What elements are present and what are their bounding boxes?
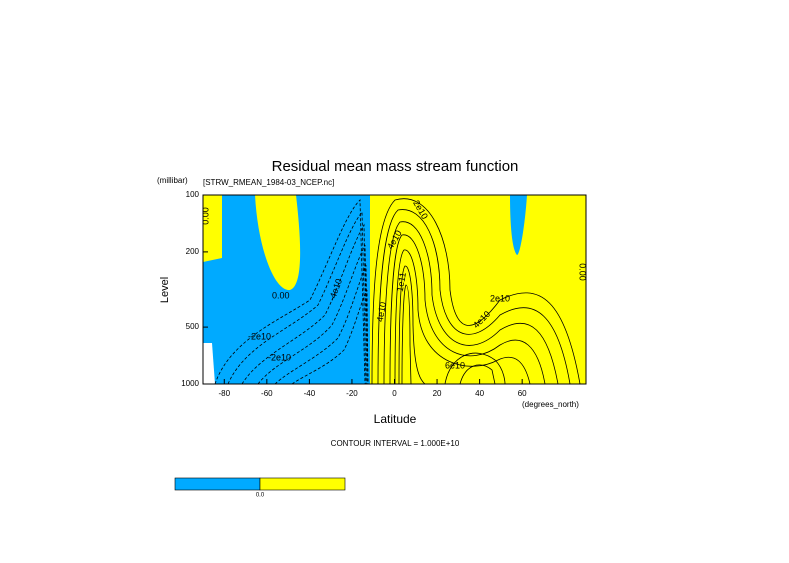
- contour-label: 0.00: [578, 263, 588, 281]
- fill-region: [203, 195, 370, 384]
- x-tick-label: 0: [392, 389, 397, 398]
- contours-negative: [214, 199, 369, 384]
- x-tick-label: -80: [218, 389, 230, 398]
- colorbar-label: 0.0: [256, 493, 265, 499]
- x-axis-title: Latitude: [374, 412, 417, 426]
- contour-label: 1e11: [395, 271, 408, 292]
- chart-title: Residual mean mass stream function: [272, 158, 519, 175]
- x-tick-label: 60: [518, 389, 527, 398]
- plot-area: 0.00 -2e10 -2e10 -4e10 2e10 4e10 1e11 4e…: [200, 195, 588, 384]
- missing-region: [203, 343, 215, 384]
- contour-label: -2e10: [268, 352, 291, 362]
- contour-label: 2e10: [490, 293, 510, 303]
- contour-label: 0.00: [272, 290, 290, 300]
- y-unit: (millibar): [157, 176, 188, 185]
- y-tick-label: 200: [186, 247, 200, 256]
- fill-region: [510, 195, 527, 255]
- contours-positive: [371, 198, 581, 384]
- y-tick-label: 100: [186, 190, 200, 199]
- contour-label: 4e10: [375, 301, 388, 322]
- x-tick-label: 40: [475, 389, 484, 398]
- y-axis-title: Level: [159, 277, 171, 303]
- contour-label: 0.00: [200, 207, 210, 225]
- x-tick-label: -20: [346, 389, 358, 398]
- x-unit: (degrees_north): [522, 400, 579, 409]
- colorbar-swatch: [259, 477, 346, 491]
- x-tick-label: -60: [261, 389, 273, 398]
- x-tick-label: 20: [433, 389, 442, 398]
- y-tick-label: 1000: [181, 379, 199, 388]
- colorbar-swatch: [174, 477, 261, 491]
- note: CONTOUR INTERVAL = 1.000E+10: [331, 439, 460, 448]
- y-tick-label: 500: [186, 322, 200, 331]
- contour-label: -2e10: [248, 331, 271, 341]
- contour-label: 6e10: [445, 360, 465, 370]
- subtitle: [STRW_RMEAN_1984-03_NCEP.nc]: [203, 178, 334, 187]
- x-tick-label: -40: [304, 389, 316, 398]
